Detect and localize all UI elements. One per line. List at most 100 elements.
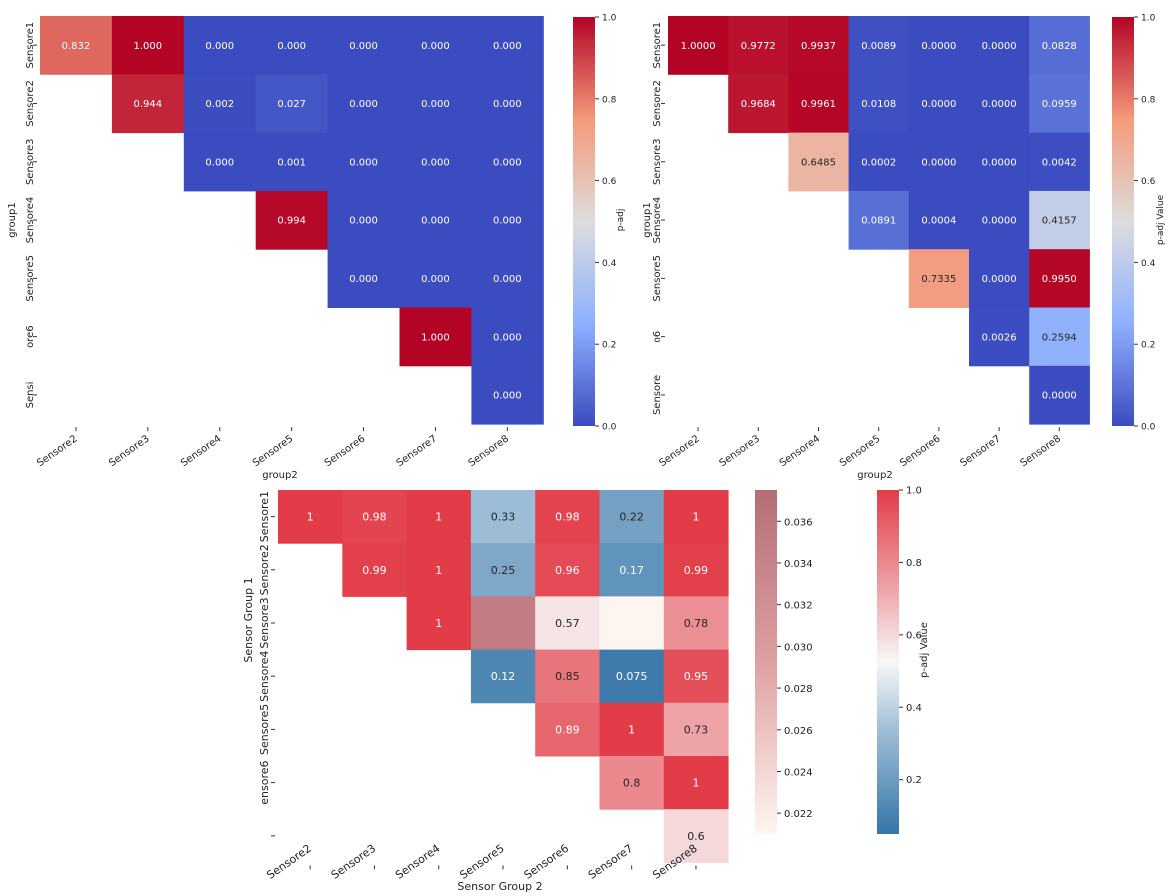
cell-value-label: 0.994	[277, 216, 306, 227]
cell-value-label: 1.000	[421, 332, 450, 343]
cell-value-label: 0.000	[493, 391, 522, 402]
colorbar-tick-label: 0.024	[784, 767, 813, 778]
heatmap-cell	[183, 16, 257, 75]
heatmap-cell	[668, 16, 729, 75]
heatmap-cell	[663, 809, 729, 863]
cell-value-label: 0.0000	[921, 99, 956, 110]
cell-value-label: 0.12	[491, 670, 516, 683]
y-tick-label: Sensore3	[25, 138, 36, 185]
heatmap-cell	[663, 490, 729, 544]
y-tick-label: Sensore5	[25, 255, 36, 302]
cell-value-label: 1.0000	[681, 41, 716, 52]
cell-value-label: 0.0000	[982, 157, 1017, 168]
heatmap-cell	[599, 490, 665, 544]
colorbar-tick-label: 0.4	[906, 703, 922, 714]
heatmap-cell	[406, 490, 472, 544]
heatmap-cell	[535, 490, 600, 544]
y-tick-label: Sensore1	[25, 22, 36, 69]
x-tick-label: Sensore4	[778, 433, 822, 469]
y-tick-label: Sensore5	[258, 704, 271, 755]
heatmap-cell	[908, 74, 970, 134]
y-tick-label: Sensore3	[258, 597, 271, 648]
heatmap-cell	[535, 649, 600, 704]
y-axis-label: group1	[642, 202, 653, 237]
cell-value-label: 0.000	[493, 157, 522, 168]
cell-value-label: 0.0042	[1042, 157, 1077, 168]
cell-value-label: 1	[628, 723, 635, 736]
cell-value-label: 0.78	[684, 617, 709, 630]
cell-value-label: 0.944	[134, 99, 163, 110]
cell-value-label: 0.0000	[1042, 391, 1077, 402]
heatmap-cell	[663, 543, 729, 597]
colorbar-tick-label: 0.2	[602, 341, 616, 351]
heatmap-cell	[599, 596, 665, 651]
heatmap-cell	[471, 74, 544, 134]
cell-value-label: 0.000	[493, 216, 522, 227]
cell-value-label: 0.0000	[982, 216, 1017, 227]
x-tick-label: Sensore7	[586, 842, 635, 882]
cell-value-label: 1.000	[134, 41, 163, 52]
y-tick-label: ore6	[25, 325, 36, 348]
x-axis-label: group2	[857, 470, 892, 481]
heatmap-cell	[599, 649, 665, 704]
y-tick-label: Sensore4	[652, 197, 663, 244]
heatmap-cell	[255, 16, 329, 75]
cell-value-label: 0.0000	[982, 41, 1017, 52]
colorbar-tick-label: 1.0	[906, 486, 922, 497]
x-tick-label: Sensore6	[323, 433, 367, 469]
heatmap-cell	[399, 16, 472, 75]
cell-value-label: 0.0000	[982, 274, 1017, 285]
cell-value-label: 0.9937	[801, 41, 836, 52]
colorbar-tick-label: 0.2	[1141, 341, 1155, 351]
cell-value-label: 0.832	[62, 41, 91, 52]
cell-value-label: 0.000	[493, 332, 522, 343]
heatmap-cell	[471, 190, 544, 250]
cell-value-label: 0.000	[421, 274, 450, 285]
colorbar-tick-label: 0.6	[602, 177, 617, 187]
heatmap-cell	[327, 249, 400, 308]
x-tick-label: Sensore4	[393, 842, 442, 882]
cell-value-label: 0.85	[555, 670, 580, 683]
heatmap-cell	[1029, 16, 1090, 75]
heatmap-cell	[535, 702, 600, 757]
heatmap-cell	[599, 543, 665, 597]
x-tick-label: Sensore5	[251, 433, 295, 469]
colorbar-tick-label: 0.0	[1141, 423, 1156, 433]
colorbar-tick-label: 0.4	[602, 259, 617, 269]
heatmap-cell	[327, 74, 400, 134]
x-tick-label: Sensore2	[35, 433, 79, 469]
colorbar-tick-label: 0.2	[906, 775, 922, 786]
heatmap-cell	[908, 190, 970, 250]
heatmap-cell	[327, 132, 400, 192]
y-tick-label: Sensore1	[652, 22, 663, 69]
heatmap-2: 1.0000 0.9772 0.9937 0.0089 0.0000 0.0000 0.08…	[642, 14, 1166, 482]
cell-value-label: 0.000	[421, 99, 450, 110]
x-axis-label: group2	[262, 470, 297, 481]
colorbar-tick-label: 0.036	[784, 517, 813, 528]
y-tick-label: Sensore5	[652, 255, 663, 302]
cell-value-label: 1	[692, 511, 699, 524]
cell-value-label: 0.000	[349, 274, 378, 285]
cell-value-label: 1	[435, 564, 442, 577]
cell-value-label: 0.000	[205, 157, 234, 168]
heatmap-cell	[470, 543, 536, 597]
cell-value-label: 0.9961	[801, 99, 836, 110]
heatmap-cell	[535, 596, 600, 651]
y-axis-label: Sensor Group 1	[242, 577, 255, 662]
x-tick-label: Sensore7	[958, 433, 1002, 469]
heatmap-cell	[471, 307, 544, 367]
heatmap-cell	[599, 702, 665, 757]
heatmap-cell	[1029, 190, 1090, 250]
colorbar-tick-label: 1.0	[1141, 14, 1156, 24]
colorbar-tick-label: 1.0	[602, 14, 617, 24]
heatmap-cell	[470, 596, 536, 651]
heatmap-1: 0.832 1.000 0.000 0.000 0.000 0.000 0.000 0.944…	[7, 14, 626, 482]
cell-value-label: 0.99	[684, 564, 709, 577]
colorbar-label: p-adj	[616, 209, 626, 232]
cell-value-label: 0.4157	[1042, 216, 1077, 227]
heatmap-cell	[399, 249, 472, 308]
colorbar	[573, 17, 595, 426]
y-tick-label: Sensore	[652, 375, 663, 415]
cell-value-label: 0.57	[555, 617, 580, 630]
colorbar-tick-label: 0.032	[784, 601, 813, 612]
